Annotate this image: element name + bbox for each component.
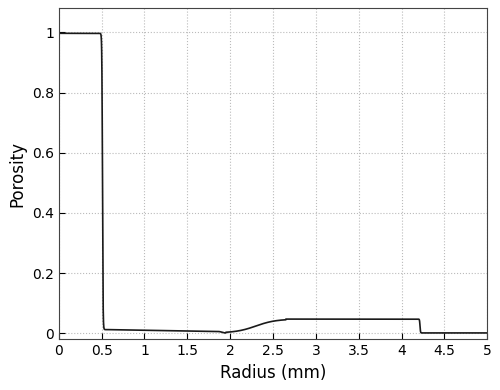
X-axis label: Radius (mm): Radius (mm) (220, 363, 326, 382)
Y-axis label: Porosity: Porosity (8, 141, 26, 207)
